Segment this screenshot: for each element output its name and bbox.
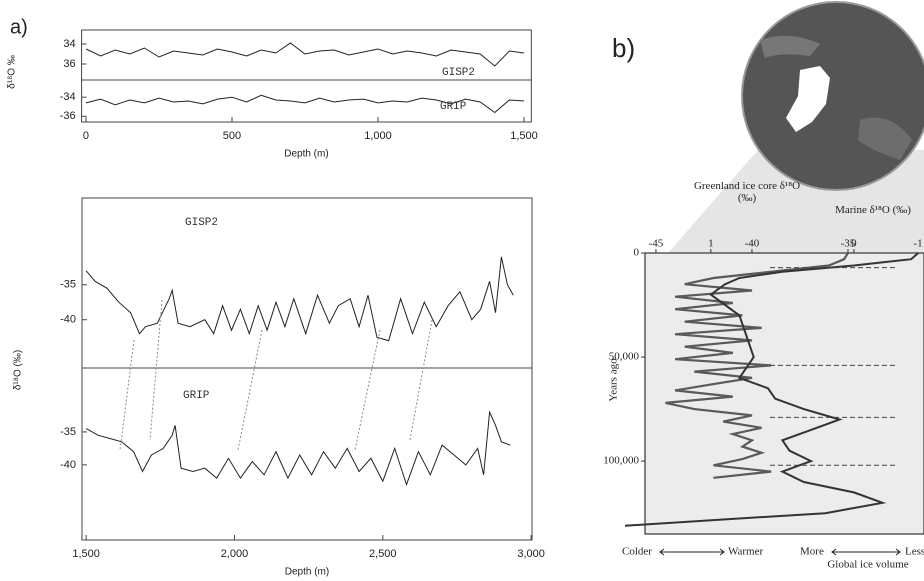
plot-frame: [644, 252, 924, 535]
x-tick-label: 2,000: [221, 548, 249, 560]
y-tick-label: -40: [60, 459, 76, 471]
panel-label: a): [10, 16, 28, 38]
tie-line-a: [149, 299, 163, 441]
series-label: GRIP: [440, 101, 467, 113]
x-tick-label: -45: [649, 238, 664, 250]
y-tick-label: -40: [60, 314, 76, 326]
tie-line-a: [237, 329, 263, 451]
x-tick-label: 1,500: [510, 130, 538, 142]
arrow: [659, 548, 725, 556]
x-axis-label: Depth (m): [284, 149, 328, 160]
series-label: GISP2: [185, 217, 218, 229]
plot-frame: [81, 367, 533, 541]
x-tick-label: 3,000: [517, 548, 545, 560]
series-name: Marine δ¹⁸O (‰): [835, 204, 911, 216]
y-tick-label: 0: [634, 247, 640, 259]
series-name: Greenland ice core δ¹⁸O (‰): [693, 180, 801, 204]
tie-line-a: [354, 329, 381, 451]
y-tick-label: -35: [60, 426, 76, 438]
land-shape: [858, 117, 912, 160]
annotation: Global ice volume: [827, 559, 908, 571]
x-tick-label: -1: [913, 238, 922, 250]
y-tick-label: 50,000: [609, 351, 640, 363]
y-tick-label: -34: [60, 91, 76, 103]
y-axis-label: δ¹⁸O (‰): [13, 350, 24, 390]
greenland-shape: [786, 66, 830, 132]
x-tick-label: 1,500: [72, 548, 100, 560]
y-tick-label: -35: [60, 279, 76, 291]
series-header: Marine δ¹⁸O (‰): [835, 204, 911, 216]
plot-frame: [81, 79, 532, 123]
x-tick-label: 2,500: [369, 548, 397, 560]
y-tick-label: 34: [63, 38, 75, 50]
x-tick-label: 0: [851, 238, 857, 250]
data-line: [85, 94, 525, 114]
x-tick-label: 500: [223, 130, 241, 142]
annotation: Colder: [622, 546, 652, 558]
x-tick-label: -35: [841, 238, 856, 250]
tie-line-a: [119, 339, 135, 451]
x-tick-label: -40: [745, 238, 760, 250]
annotation: Less: [905, 546, 924, 558]
annotation: Warmer: [728, 546, 763, 558]
data-line: [85, 410, 511, 487]
y-axis-label: δ¹⁸O ‰: [7, 55, 18, 89]
data-line: [85, 256, 514, 342]
x-tick-label: 1,000: [364, 130, 392, 142]
y-tick-label: 100,000: [603, 455, 639, 467]
y-tick-label: -36: [60, 110, 76, 122]
arrow: [831, 548, 901, 556]
series-label: GISP2: [442, 67, 475, 79]
data-line: [85, 42, 525, 67]
y-tick-label: 36: [63, 58, 75, 70]
land-shape: [760, 35, 820, 58]
profile-line: [624, 252, 919, 527]
x-tick-label: 1: [708, 238, 714, 250]
x-tick-label: 0: [83, 130, 89, 142]
y-axis-label: Years ago: [608, 358, 620, 402]
x-axis-label: Depth (m): [285, 567, 329, 578]
profile-background: [645, 253, 924, 534]
panel-label: b): [612, 33, 635, 63]
series-label: GRIP: [183, 390, 210, 402]
tie-line-a: [409, 319, 433, 441]
series-header: Greenland ice core δ¹⁸O (‰): [693, 180, 801, 204]
annotation: More: [800, 546, 824, 558]
globe-edge: [741, 1, 924, 191]
